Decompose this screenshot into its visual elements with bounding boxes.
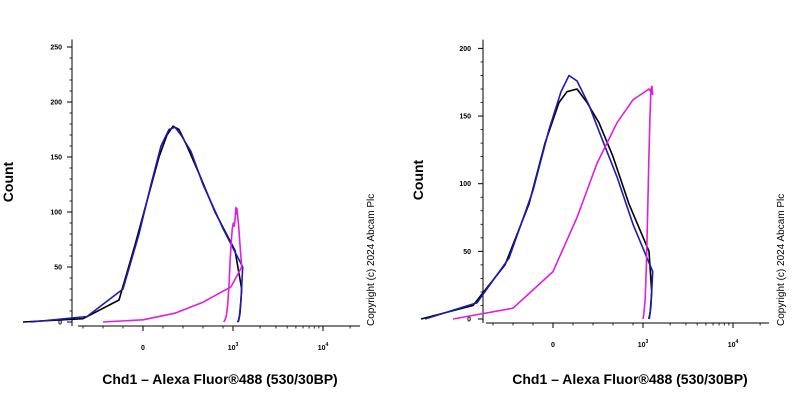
y-tick-label: 150 <box>459 114 471 121</box>
y-tick-label: 150 <box>50 155 62 162</box>
y-tick-label: 0 <box>58 320 62 327</box>
y-tick-label: 250 <box>50 45 62 52</box>
x-tick-label: 0 <box>551 342 555 349</box>
x-tick-label: 0 <box>141 345 145 352</box>
y-tick-label: 50 <box>463 249 471 256</box>
y-tick-label: 200 <box>459 46 471 53</box>
x-tick-label: 103 <box>638 339 649 349</box>
histogram-panel-1: 0 50 100 150 200 250 0 103 104 Count Chd1 – Alexa … <box>0 39 377 387</box>
histogram-series-2 <box>30 126 244 323</box>
y-tick-label: 100 <box>50 210 62 217</box>
histogram-panel-2: 0 50 100 150 200 0 103 104 Count Chd1 – Alexa Flu… <box>410 39 787 387</box>
x-axis-title: Chd1 – Alexa Fluor®488 (530/30BP) <box>102 371 337 387</box>
copyright-annotation: Copyright (c) 2024 Abcam Plc <box>776 194 787 326</box>
copyright-annotation: Copyright (c) 2024 Abcam Plc <box>366 194 377 326</box>
x-tick-label: 103 <box>228 342 239 352</box>
histogram-series-3 <box>102 206 243 323</box>
y-tick-label: 200 <box>50 100 62 107</box>
histogram-series-3 <box>452 85 654 320</box>
y-tick-label: 50 <box>54 265 62 272</box>
y-tick-label: 100 <box>459 181 471 188</box>
y-axis-title: Count <box>0 161 16 202</box>
x-tick-label: 104 <box>318 342 329 352</box>
y-tick-label: 0 <box>467 317 471 324</box>
y-axis-title: Count <box>410 159 426 200</box>
x-axis-title: Chd1 – Alexa Fluor®488 (530/30BP) <box>512 371 747 387</box>
histogram-series-2 <box>424 74 654 320</box>
x-tick-label: 104 <box>728 339 739 349</box>
